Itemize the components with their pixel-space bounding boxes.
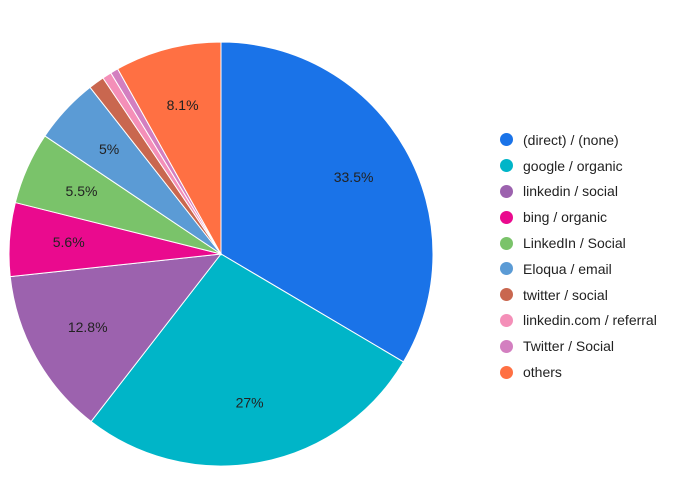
legend-item: (direct) / (none) — [500, 127, 657, 153]
legend-label: Eloqua / email — [523, 260, 612, 277]
legend-item: google / organic — [500, 153, 657, 179]
legend-swatch-icon — [500, 365, 513, 379]
legend-item: bing / organic — [500, 204, 657, 230]
legend-item: twitter / social — [500, 282, 657, 308]
legend-label: linkedin / social — [523, 183, 618, 200]
legend-item: others — [500, 359, 657, 385]
pie-slice-1 — [90, 253, 405, 467]
legend-swatch-icon — [500, 313, 513, 327]
legend-swatch-icon — [500, 339, 513, 353]
slice-value-label-5: 5% — [99, 141, 119, 157]
legend-label: twitter / social — [523, 286, 608, 303]
legend-label: google / organic — [523, 157, 623, 174]
pie-slice-2 — [9, 253, 223, 423]
slice-value-label-0: 33.5% — [334, 169, 374, 185]
legend-label: (direct) / (none) — [523, 131, 619, 148]
legend-label: LinkedIn / Social — [523, 235, 626, 252]
legend: (direct) / (none) google / organic linkedi… — [500, 127, 657, 385]
legend-label: bing / organic — [523, 209, 608, 226]
legend-swatch-icon — [500, 262, 513, 276]
slice-value-label-9: 8.1% — [167, 97, 199, 113]
legend-label: others — [523, 364, 562, 381]
slice-value-label-2: 12.8% — [68, 319, 108, 335]
legend-swatch-icon — [500, 184, 513, 198]
slice-value-label-3: 5.6% — [53, 234, 85, 250]
legend-item: Eloqua / email — [500, 256, 657, 282]
legend-item: LinkedIn / Social — [500, 230, 657, 256]
legend-swatch-icon — [500, 288, 513, 302]
legend-swatch-icon — [500, 210, 513, 224]
legend-item: Twitter / Social — [500, 333, 657, 359]
pie-slice-0 — [220, 41, 434, 363]
legend-item: linkedin.com / referral — [500, 308, 657, 334]
slice-value-label-1: 27% — [236, 395, 264, 411]
legend-item: linkedin / social — [500, 179, 657, 205]
legend-swatch-icon — [500, 236, 513, 250]
legend-swatch-icon — [500, 159, 513, 173]
legend-swatch-icon — [500, 133, 513, 147]
pie-slice-9 — [117, 41, 222, 256]
legend-label: linkedin.com / referral — [523, 312, 657, 329]
legend-label: Twitter / Social — [523, 338, 615, 355]
slice-value-label-4: 5.5% — [66, 183, 98, 199]
